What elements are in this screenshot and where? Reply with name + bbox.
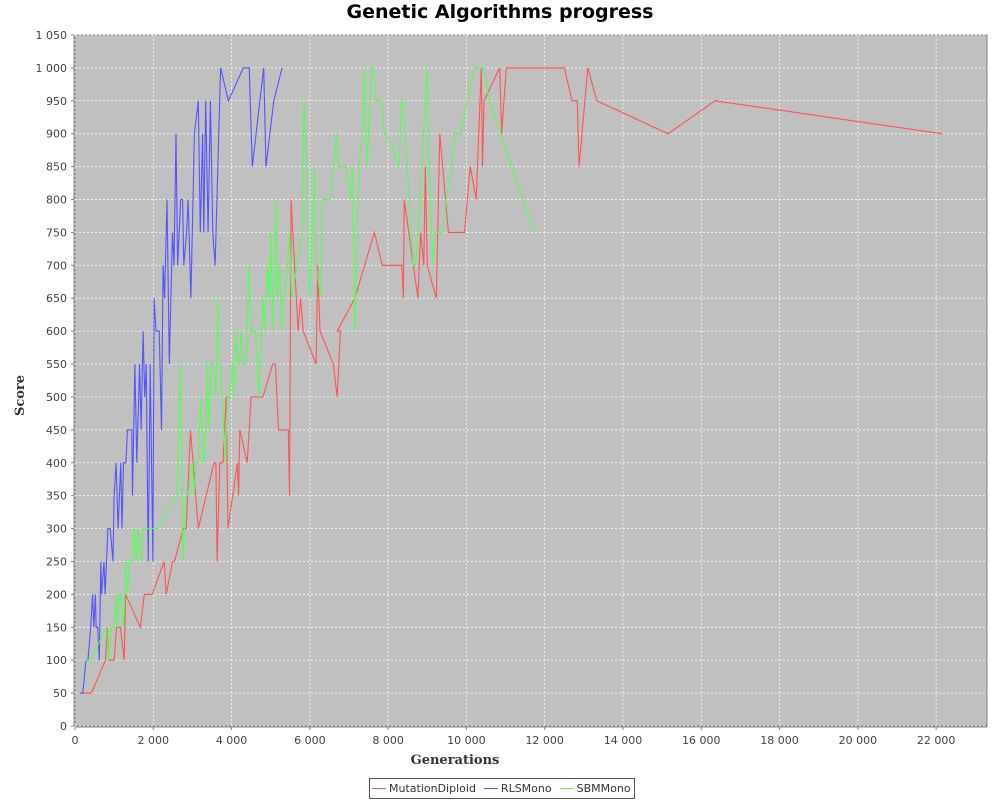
x-tick-label: 10 000 [447,734,486,747]
x-tick-label: 22 000 [917,734,956,747]
x-axis-label: Generations [411,753,500,768]
y-tick-label: 950 [46,95,67,108]
legend-item-mutation-diploid[interactable]: MutationDiploid [372,782,476,795]
y-tick-label: 800 [46,194,67,207]
y-axis-label: Score [13,375,28,416]
y-tick-label: 150 [46,621,67,634]
y-tick-label: 650 [46,292,67,305]
x-tick-label: 0 [72,734,79,747]
legend-label: MutationDiploid [389,782,476,795]
legend-label: SBMMono [576,782,631,795]
plot-background [74,34,988,727]
y-tick-label: 100 [46,654,67,667]
series-line-sbmmono [84,67,536,661]
y-tick-label: 1 050 [36,29,68,42]
y-tick-label: 450 [46,424,67,437]
legend-swatch-sbm-mono [559,788,574,789]
series-line-rlsmono [79,67,283,694]
x-tick-label: 4 000 [216,734,248,747]
y-tick-label: 0 [60,720,67,733]
y-tick-label: 400 [46,457,67,470]
x-tick-label: 18 000 [760,734,799,747]
y-tick-label: 300 [46,523,67,536]
x-tick-label: 12 000 [525,734,564,747]
y-tick-label: 850 [46,161,67,174]
legend-swatch-rls-mono [483,788,498,789]
y-tick-label: 600 [46,325,67,338]
y-tick-label: 1 000 [36,62,68,75]
y-tick-label: 900 [46,128,67,141]
y-tick-label: 500 [46,391,67,404]
y-tick-label: 200 [46,588,67,601]
x-tick-label: 6 000 [294,734,326,747]
x-tick-label: 14 000 [604,734,643,747]
x-tick-label: 2 000 [138,734,170,747]
legend: MutationDiploid RLSMono SBMMono [369,778,635,799]
legend-item-rls-mono[interactable]: RLSMono [483,782,552,795]
y-tick-label: 250 [46,555,67,568]
chart-title: Genetic Algorithms progress [346,1,654,23]
legend-label: RLSMono [500,782,552,795]
legend-swatch-mutation-diploid [372,788,386,789]
y-tick-label: 700 [46,259,67,272]
x-tick-label: 20 000 [839,734,878,747]
y-tick-label: 550 [46,358,67,371]
series-line-mutation-diploid [82,67,943,694]
x-tick-label: 8 000 [372,734,404,747]
legend-item-sbm-mono[interactable]: SBMMono [559,782,631,795]
y-tick-label: 750 [46,226,67,239]
y-tick-label: 50 [53,687,67,700]
x-tick-label: 16 000 [682,734,721,747]
y-tick-label: 350 [46,490,67,503]
